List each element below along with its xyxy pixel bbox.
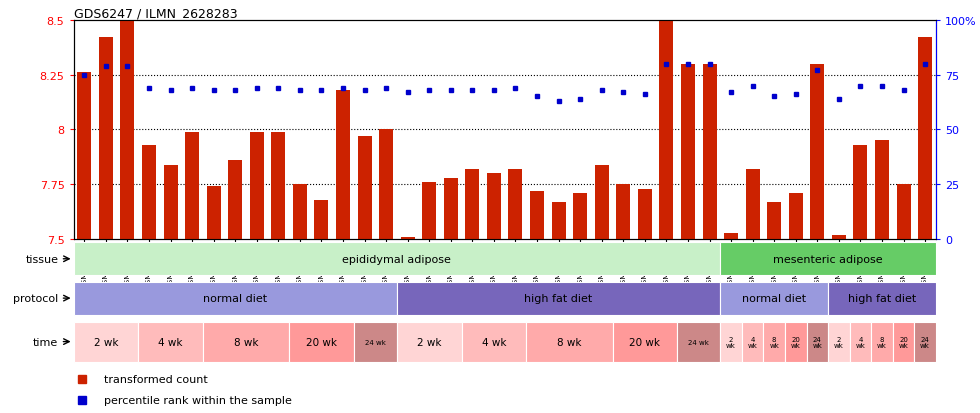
Bar bbox=[767, 202, 781, 240]
Bar bbox=[142, 145, 156, 240]
Text: 2 wk: 2 wk bbox=[93, 337, 118, 347]
Bar bbox=[720, 243, 936, 275]
Bar bbox=[703, 64, 716, 240]
Bar bbox=[612, 322, 677, 362]
Bar bbox=[74, 282, 397, 315]
Text: 8
wk: 8 wk bbox=[769, 336, 779, 348]
Bar bbox=[789, 194, 803, 240]
Bar bbox=[828, 282, 936, 315]
Bar bbox=[203, 322, 289, 362]
Bar bbox=[74, 322, 138, 362]
Bar bbox=[871, 322, 893, 362]
Bar bbox=[271, 132, 285, 240]
Bar bbox=[164, 165, 177, 240]
Bar bbox=[138, 322, 203, 362]
Bar bbox=[660, 21, 673, 240]
Bar bbox=[379, 130, 393, 240]
Bar bbox=[724, 233, 738, 240]
Bar bbox=[638, 189, 652, 240]
Text: 8 wk: 8 wk bbox=[233, 337, 259, 347]
Bar bbox=[422, 183, 436, 240]
Bar bbox=[99, 38, 113, 240]
Bar bbox=[293, 185, 307, 240]
Bar bbox=[552, 202, 565, 240]
Bar bbox=[875, 141, 889, 240]
Bar bbox=[763, 322, 785, 362]
Bar bbox=[121, 21, 134, 240]
Bar bbox=[897, 185, 910, 240]
Text: normal diet: normal diet bbox=[203, 293, 268, 304]
Text: 4 wk: 4 wk bbox=[482, 337, 506, 347]
Bar bbox=[462, 322, 526, 362]
Text: 24 wk: 24 wk bbox=[365, 339, 386, 345]
Text: 2
wk: 2 wk bbox=[834, 336, 844, 348]
Bar bbox=[595, 165, 609, 240]
Bar bbox=[616, 185, 630, 240]
Bar bbox=[289, 322, 354, 362]
Text: 24
wk: 24 wk bbox=[812, 336, 822, 348]
Bar bbox=[354, 322, 397, 362]
Bar bbox=[810, 64, 824, 240]
Bar bbox=[401, 237, 415, 240]
Text: 8 wk: 8 wk bbox=[557, 337, 581, 347]
Text: epididymal adipose: epididymal adipose bbox=[342, 254, 452, 264]
Bar bbox=[466, 169, 479, 240]
Text: 24
wk: 24 wk bbox=[920, 336, 930, 348]
Text: 8
wk: 8 wk bbox=[877, 336, 887, 348]
Bar bbox=[914, 322, 936, 362]
Text: 4
wk: 4 wk bbox=[748, 336, 758, 348]
Text: 4
wk: 4 wk bbox=[856, 336, 865, 348]
Bar bbox=[250, 132, 264, 240]
Bar bbox=[832, 235, 846, 240]
Bar bbox=[397, 322, 462, 362]
Bar bbox=[785, 322, 807, 362]
Text: high fat diet: high fat diet bbox=[848, 293, 916, 304]
Text: normal diet: normal diet bbox=[742, 293, 807, 304]
Bar bbox=[397, 282, 720, 315]
Bar bbox=[850, 322, 871, 362]
Bar bbox=[742, 322, 763, 362]
Text: 20 wk: 20 wk bbox=[629, 337, 661, 347]
Bar bbox=[681, 64, 695, 240]
Bar bbox=[807, 322, 828, 362]
Bar bbox=[854, 145, 867, 240]
Text: 20
wk: 20 wk bbox=[791, 336, 801, 348]
Text: 2 wk: 2 wk bbox=[416, 337, 441, 347]
Bar bbox=[526, 322, 612, 362]
Bar bbox=[720, 282, 828, 315]
Bar bbox=[315, 200, 328, 240]
Text: 24 wk: 24 wk bbox=[688, 339, 710, 345]
Text: 4 wk: 4 wk bbox=[158, 337, 182, 347]
Bar bbox=[207, 187, 220, 240]
Text: tissue: tissue bbox=[25, 254, 59, 264]
Bar bbox=[74, 243, 720, 275]
Text: transformed count: transformed count bbox=[104, 374, 208, 384]
Bar bbox=[358, 137, 371, 240]
Bar bbox=[677, 322, 720, 362]
Text: time: time bbox=[33, 337, 59, 347]
Text: 20 wk: 20 wk bbox=[306, 337, 337, 347]
Text: 20
wk: 20 wk bbox=[899, 336, 908, 348]
Bar bbox=[720, 322, 742, 362]
Bar bbox=[228, 161, 242, 240]
Bar bbox=[336, 91, 350, 240]
Bar bbox=[828, 322, 850, 362]
Text: percentile rank within the sample: percentile rank within the sample bbox=[104, 395, 292, 405]
Bar bbox=[509, 169, 522, 240]
Bar bbox=[573, 194, 587, 240]
Bar bbox=[77, 73, 91, 240]
Bar bbox=[746, 169, 760, 240]
Text: high fat diet: high fat diet bbox=[524, 293, 593, 304]
Text: 2
wk: 2 wk bbox=[726, 336, 736, 348]
Text: mesenteric adipose: mesenteric adipose bbox=[773, 254, 883, 264]
Bar bbox=[487, 174, 501, 240]
Bar bbox=[918, 38, 932, 240]
Bar bbox=[444, 178, 458, 240]
Bar bbox=[185, 132, 199, 240]
Text: GDS6247 / ILMN_2628283: GDS6247 / ILMN_2628283 bbox=[74, 7, 237, 19]
Bar bbox=[530, 191, 544, 240]
Bar bbox=[893, 322, 914, 362]
Text: protocol: protocol bbox=[13, 293, 59, 304]
